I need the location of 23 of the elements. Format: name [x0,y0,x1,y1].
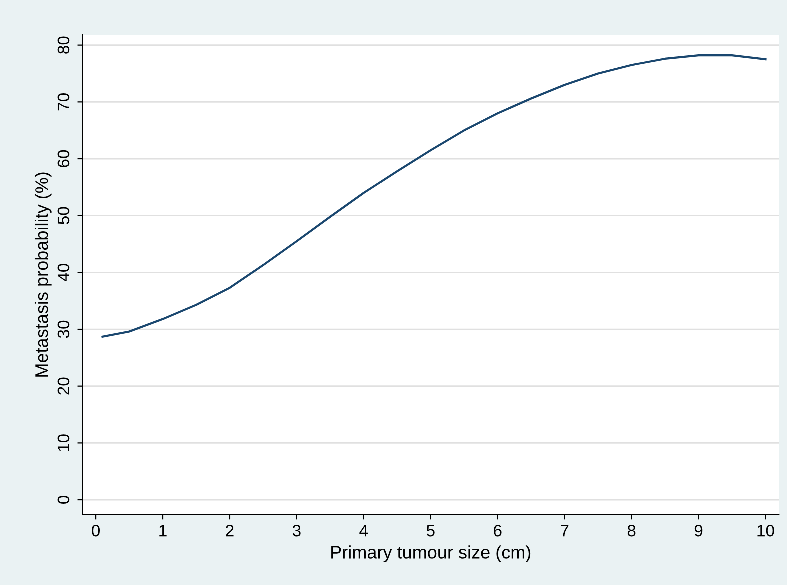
line-series [102,54,767,338]
y-tick-label: 10 [58,434,70,452]
x-tick-label: 10 [758,524,774,537]
y-tick-label: 70 [58,94,70,111]
x-tick-label: 5 [426,525,435,537]
x-tick-label: 3 [292,524,301,537]
x-tick-label: 4 [360,525,368,537]
x-tick-label: 6 [494,524,502,537]
x-tick-label: 0 [92,524,100,537]
x-tick-label: 1 [160,525,167,537]
x-tick-label: 7 [561,525,569,537]
x-tick-label: 9 [694,524,703,537]
y-tick-label: 50 [58,207,70,224]
x-tick-label: 8 [628,524,636,537]
x-axis-title: Primary tumour size (cm) [332,546,531,562]
y-tick-label: 60 [58,150,70,168]
y-tick-label: 0 [58,496,70,504]
y-tick-label: 40 [58,264,70,282]
y-tick-label: 80 [58,36,70,54]
y-tick-label: 20 [58,378,70,395]
y-axis-title: Metastasis probability (%) [34,172,52,377]
y-tick-label: 30 [58,320,70,338]
x-tick-label: 2 [226,524,234,537]
